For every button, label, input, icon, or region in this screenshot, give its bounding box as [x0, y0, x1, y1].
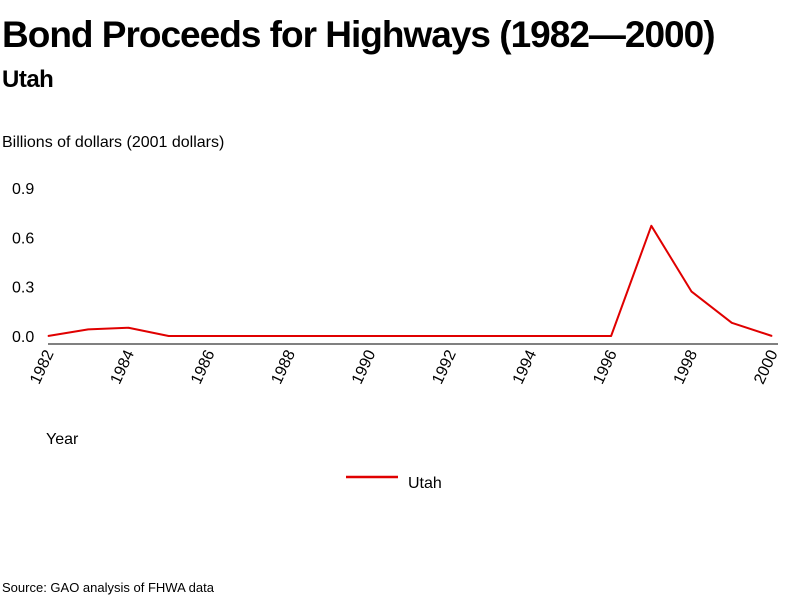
data-point [610, 335, 612, 337]
x-tick-label: 1982 [27, 347, 57, 387]
x-tick-label: 1992 [429, 347, 459, 387]
data-point [409, 335, 411, 337]
x-tick-label: 1994 [510, 347, 540, 387]
data-point [127, 327, 129, 329]
chart-title: Bond Proceeds for Highways (1982—2000) [2, 14, 716, 55]
y-tick-label: 0.9 [12, 181, 34, 198]
data-point [530, 335, 532, 337]
legend: Utah [346, 475, 442, 492]
x-tick-label: 1996 [590, 347, 620, 387]
data-point [288, 335, 290, 337]
data-point [168, 335, 170, 337]
series-line-utah [47, 224, 773, 337]
data-point [47, 335, 49, 337]
data-point [87, 328, 89, 330]
chart-subtitle: Utah [2, 66, 54, 93]
source-note: Source: GAO analysis of FHWA data [2, 580, 214, 595]
x-tick-label: 1990 [349, 347, 379, 387]
y-axis-label: Billions of dollars (2001 dollars) [2, 134, 225, 151]
y-tick-label: 0.6 [12, 230, 34, 247]
data-point [771, 335, 773, 337]
data-point [329, 335, 331, 337]
data-point [731, 322, 733, 324]
data-point [208, 335, 210, 337]
x-tick-label: 1988 [269, 347, 299, 387]
x-tick-label: 1984 [108, 347, 138, 387]
data-point [489, 335, 491, 337]
x-tick-label: 2000 [751, 347, 781, 387]
x-tick-label: 1986 [188, 347, 218, 387]
data-point [449, 335, 451, 337]
legend-label-utah: Utah [408, 475, 442, 492]
data-point [691, 291, 693, 293]
y-tick-labels: 0.0 0.3 0.6 0.9 [12, 181, 34, 346]
x-tick-label: 1998 [671, 347, 701, 387]
y-tick-label: 0.0 [12, 329, 34, 346]
data-point [248, 335, 250, 337]
x-tick-labels: 1982 1984 1986 1988 1990 1992 1994 1996 1998 2000 [27, 347, 781, 387]
x-axis-label: Year [46, 431, 79, 448]
data-point [369, 335, 371, 337]
data-point [570, 335, 572, 337]
series-layer [47, 224, 773, 337]
data-point [650, 225, 652, 227]
y-tick-label: 0.3 [12, 280, 34, 297]
